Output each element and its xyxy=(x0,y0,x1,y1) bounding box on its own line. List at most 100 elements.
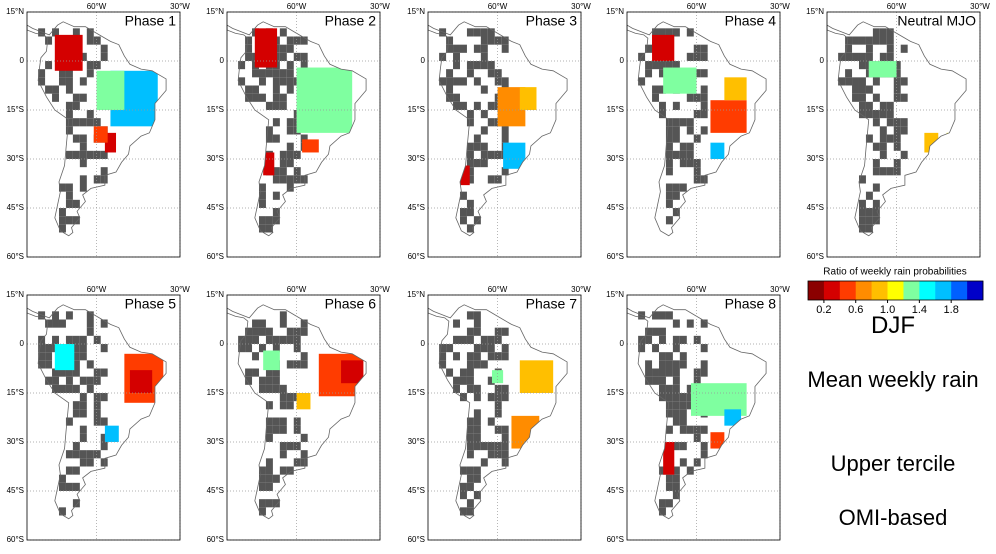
no-data-cell xyxy=(93,409,101,418)
no-data-cell xyxy=(466,507,474,516)
y-tick-label: 15°S xyxy=(607,105,624,114)
no-data-cell xyxy=(72,442,80,451)
no-data-cell xyxy=(480,61,488,70)
panel-title: Phase 3 xyxy=(526,13,578,29)
no-data-cell xyxy=(665,482,673,491)
no-data-cell xyxy=(272,474,280,483)
no-data-cell xyxy=(72,199,80,208)
no-data-cell xyxy=(258,319,266,328)
no-data-cell xyxy=(38,360,46,369)
no-data-cell xyxy=(65,101,73,110)
no-data-cell xyxy=(494,442,502,451)
no-data-cell xyxy=(453,384,460,393)
no-data-cell xyxy=(286,142,294,151)
no-data-cell xyxy=(672,319,680,328)
no-data-cell xyxy=(672,191,680,200)
no-data-cell xyxy=(258,376,266,385)
no-data-cell xyxy=(480,85,488,94)
no-data-cell xyxy=(858,61,866,70)
rain-ratio-cell xyxy=(302,139,319,153)
rain-ratio-cell xyxy=(652,34,675,61)
rain-ratio-cell xyxy=(710,432,725,449)
no-data-cell xyxy=(652,344,659,353)
no-data-cell xyxy=(665,61,673,70)
no-data-cell xyxy=(79,93,87,102)
no-data-cell xyxy=(79,150,87,159)
no-data-cell xyxy=(45,360,53,369)
no-data-cell xyxy=(258,327,266,336)
no-data-cell xyxy=(453,52,460,61)
no-data-cell xyxy=(466,199,474,208)
no-data-cell xyxy=(872,199,880,208)
no-data-cell xyxy=(480,335,488,344)
no-data-cell xyxy=(79,335,87,344)
no-data-cell xyxy=(245,376,253,385)
no-data-cell xyxy=(272,499,280,508)
no-data-cell xyxy=(272,425,280,434)
no-data-cell xyxy=(252,327,259,336)
no-data-cell xyxy=(473,134,481,143)
no-data-cell xyxy=(265,216,273,225)
no-data-cell xyxy=(879,110,887,119)
no-data-cell xyxy=(65,118,73,127)
no-data-cell xyxy=(693,110,701,119)
no-data-cell xyxy=(686,425,694,434)
no-data-cell xyxy=(252,69,259,78)
rain-ratio-cell xyxy=(54,344,75,371)
rain-ratio-cell xyxy=(254,28,278,68)
no-data-cell xyxy=(38,344,46,353)
no-data-cell xyxy=(501,393,509,402)
no-data-cell xyxy=(494,384,502,393)
no-data-cell xyxy=(52,376,59,385)
no-data-cell xyxy=(79,352,87,361)
map-area xyxy=(428,21,568,237)
no-data-cell xyxy=(858,52,866,61)
y-tick-label: 60°S xyxy=(408,535,425,544)
no-data-cell xyxy=(487,61,495,70)
no-data-cell xyxy=(459,44,467,53)
coastline xyxy=(428,304,568,520)
no-data-cell xyxy=(446,93,454,102)
y-tick-label: 60°S xyxy=(408,252,425,261)
no-data-cell xyxy=(487,175,495,184)
no-data-cell xyxy=(487,118,495,127)
no-data-cell xyxy=(494,69,502,78)
map-panel: 15°N 0 15°S 30°S 45°S 60°S 60°W 30°W Neutral MJO xyxy=(806,2,990,261)
y-tick-label: 60°S xyxy=(7,252,24,261)
no-data-cell xyxy=(638,77,646,86)
no-data-cell xyxy=(93,393,101,402)
no-data-cell xyxy=(700,450,708,459)
no-data-cell xyxy=(79,409,87,418)
no-data-cell xyxy=(886,36,894,45)
no-data-cell xyxy=(38,77,46,86)
rain-ratio-cell xyxy=(341,360,364,384)
no-data-cell xyxy=(658,110,666,119)
no-data-cell xyxy=(852,52,859,61)
coastline xyxy=(227,21,367,237)
rain-ratio-cell xyxy=(263,350,280,371)
x-tick-label: 60°W xyxy=(488,2,508,11)
no-data-cell xyxy=(466,159,474,168)
no-data-cell xyxy=(501,126,509,135)
no-data-cell xyxy=(658,61,666,70)
no-data-cell xyxy=(652,368,659,377)
no-data-cell xyxy=(480,442,488,451)
no-data-cell xyxy=(279,101,287,110)
no-data-cell xyxy=(686,319,694,328)
no-data-cell xyxy=(65,384,73,393)
no-data-cell xyxy=(93,36,101,45)
no-data-cell xyxy=(658,28,666,37)
map-area xyxy=(227,304,367,520)
no-data-cell xyxy=(672,384,680,393)
no-data-cell xyxy=(286,85,294,94)
no-data-cell xyxy=(265,458,273,467)
no-data-cell xyxy=(665,499,673,508)
no-data-cell xyxy=(58,384,66,393)
no-data-cell xyxy=(879,36,887,45)
no-data-cell xyxy=(693,376,701,385)
no-data-cell xyxy=(265,69,273,78)
no-data-cell xyxy=(79,77,87,86)
no-data-cell xyxy=(293,52,301,61)
no-data-cell xyxy=(658,376,666,385)
no-data-cell xyxy=(686,159,694,168)
